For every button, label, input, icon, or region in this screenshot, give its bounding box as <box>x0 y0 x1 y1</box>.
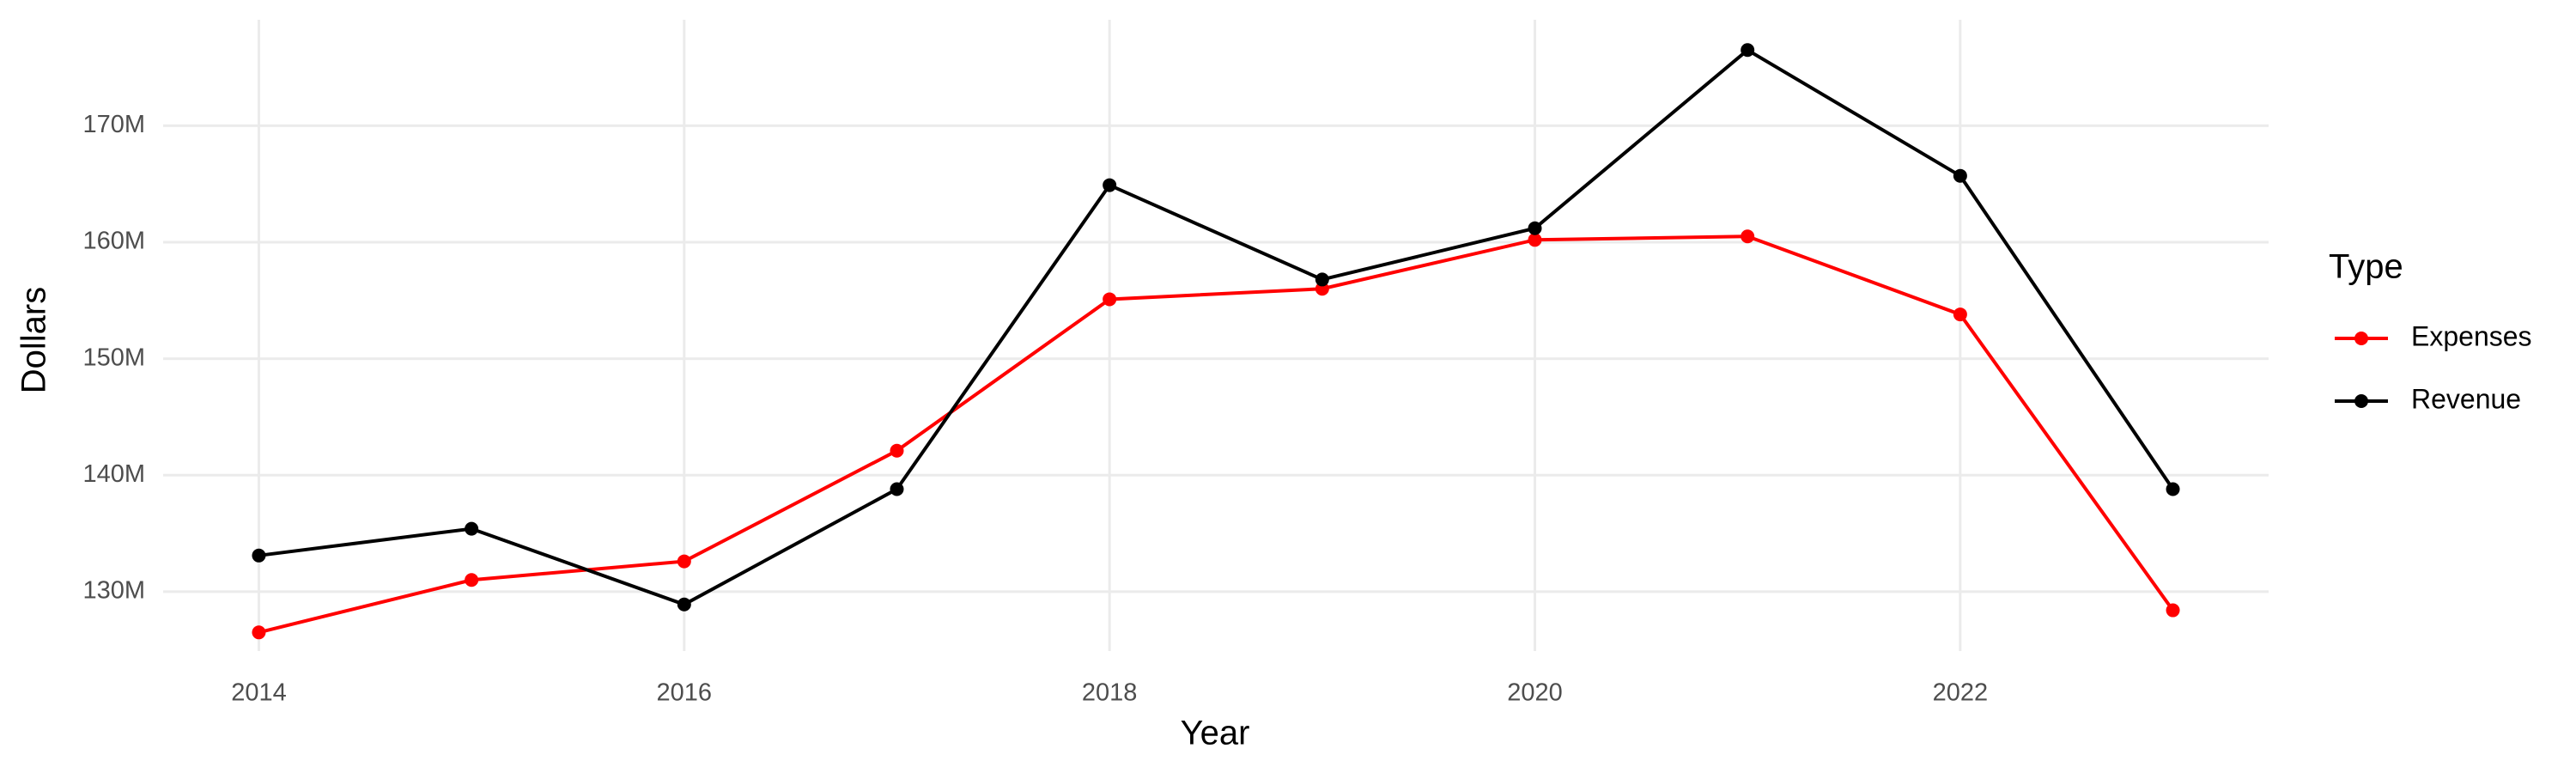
x-axis-title: Year <box>1181 715 1250 752</box>
data-point <box>677 554 691 569</box>
data-point <box>2166 482 2180 496</box>
series-line <box>258 47 2175 606</box>
data-point <box>252 548 266 563</box>
data-point <box>1528 233 1542 247</box>
legend-title: Type <box>2329 248 2403 286</box>
data-point <box>1953 307 1967 322</box>
y-tick-label: 160M <box>82 228 145 255</box>
data-point <box>1315 272 1329 287</box>
data-point <box>465 573 479 587</box>
y-tick-label: 150M <box>82 344 145 371</box>
y-axis-title: Dollars <box>15 287 53 393</box>
data-point <box>465 521 479 536</box>
data-point <box>890 443 904 458</box>
data-point <box>1741 43 1755 58</box>
data-point <box>1528 221 1542 235</box>
x-tick-label: 2018 <box>1082 679 1138 707</box>
y-tick-label: 140M <box>82 460 145 488</box>
y-tick-label: 170M <box>82 111 145 138</box>
data-point <box>1103 178 1117 192</box>
data-point <box>677 597 691 612</box>
legend-marker <box>2354 332 2368 345</box>
data-point <box>252 625 266 640</box>
x-tick-label: 2020 <box>1507 679 1563 707</box>
series-line <box>258 234 2175 635</box>
y-tick-label: 130M <box>82 576 145 604</box>
legend-marker <box>2354 394 2368 408</box>
data-point <box>1953 168 1967 183</box>
data-point <box>890 482 904 496</box>
data-point <box>1103 292 1117 307</box>
data-point <box>1741 229 1755 244</box>
data-point <box>2166 603 2180 618</box>
x-tick-label: 2016 <box>657 679 713 707</box>
x-tick-label: 2014 <box>231 679 287 707</box>
x-tick-label: 2022 <box>1933 679 1989 707</box>
legend-label: Revenue <box>2411 383 2521 414</box>
legend-label: Expenses <box>2411 320 2532 351</box>
